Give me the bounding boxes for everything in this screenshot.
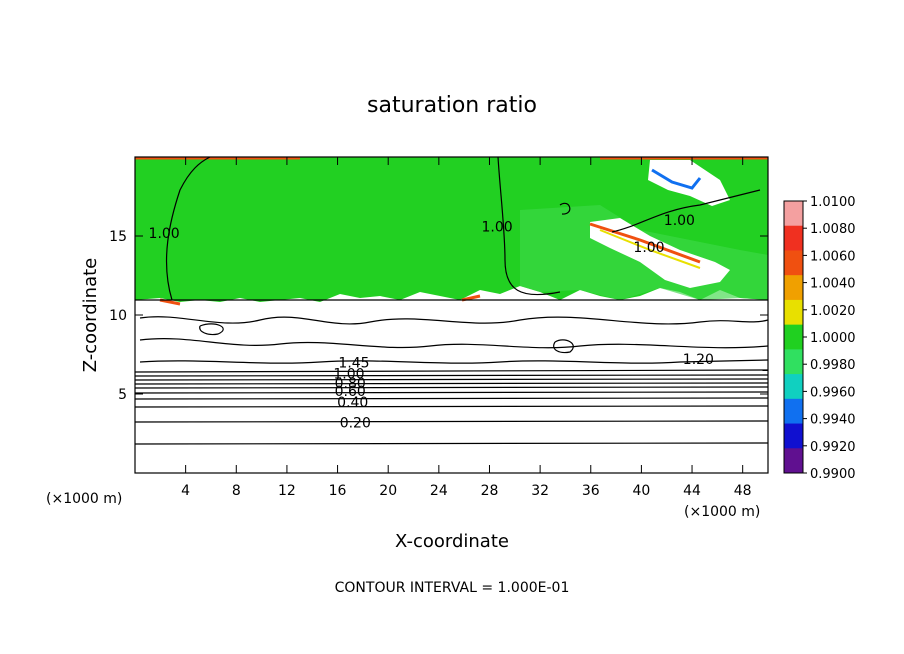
y-tick-label: 15 bbox=[109, 229, 127, 245]
x-unit-label: (×1000 m) bbox=[684, 504, 760, 520]
contour-interval-label: CONTOUR INTERVAL = 1.000E-01 bbox=[335, 580, 570, 596]
colorbar-label: 0.9960 bbox=[810, 385, 856, 400]
y-tick-label: 5 bbox=[118, 387, 127, 403]
contour-label: 1.20 bbox=[683, 352, 714, 368]
colorbar-label: 1.0100 bbox=[810, 195, 856, 210]
unsaturated-fringe bbox=[651, 168, 702, 190]
colorbar-swatch bbox=[784, 374, 803, 400]
colorbar-label: 0.9920 bbox=[810, 440, 856, 455]
contour-label: 1.00 bbox=[149, 226, 180, 242]
colorbar-swatch bbox=[784, 275, 803, 301]
y-tick-label: 10 bbox=[109, 308, 127, 324]
colorbar-label: 1.0020 bbox=[810, 304, 856, 319]
colorbar-swatch bbox=[784, 201, 803, 227]
supersaturated-fringe bbox=[135, 156, 768, 306]
colorbar-label: 0.9940 bbox=[810, 413, 856, 428]
colorbar-label: 1.0060 bbox=[810, 249, 856, 264]
y-axis-label: Z-coordinate bbox=[80, 258, 101, 373]
colorbar-label: 1.0080 bbox=[810, 222, 856, 237]
contour-label: 0.80 bbox=[335, 376, 366, 392]
colorbar-swatch bbox=[784, 349, 803, 375]
chart-title: saturation ratio bbox=[367, 93, 537, 118]
contour-label: 1.45 bbox=[338, 355, 369, 371]
yellow-fringe bbox=[599, 229, 701, 269]
cloud-blob-2 bbox=[648, 160, 730, 206]
contour-label: 0.60 bbox=[335, 384, 366, 400]
x-tick-label: 36 bbox=[582, 483, 600, 499]
colorbar-label: 1.0040 bbox=[810, 277, 856, 292]
x-tick-label: 16 bbox=[329, 483, 347, 499]
contour-label: 0.40 bbox=[337, 395, 368, 411]
colorbar-label: 0.9980 bbox=[810, 358, 856, 373]
colorbar-swatch bbox=[784, 225, 803, 251]
x-axis-ticks: 4 8 12 16 20 24 28 32 36 40 44 48 bbox=[181, 157, 752, 499]
x-tick-label: 20 bbox=[379, 483, 397, 499]
x-tick-label: 4 bbox=[181, 483, 190, 499]
colorbar-label: 0.9900 bbox=[810, 467, 856, 482]
x-tick-label: 24 bbox=[430, 483, 448, 499]
x-tick-label: 40 bbox=[632, 483, 650, 499]
colorbar-label: 1.0000 bbox=[810, 331, 856, 346]
x-axis-label: X-coordinate bbox=[395, 531, 509, 552]
y-axis-ticks: 5 10 15 bbox=[109, 229, 768, 403]
x-tick-label: 28 bbox=[481, 483, 499, 499]
colorbar-swatch bbox=[784, 324, 803, 350]
x-tick-label: 8 bbox=[232, 483, 241, 499]
contour-label: 0.20 bbox=[340, 415, 371, 431]
colorbar: 1.0100 1.0080 1.0060 1.0040 1.0020 1.0000 0.99… bbox=[783, 195, 856, 482]
colorbar-swatch bbox=[784, 299, 803, 326]
contour-labels: 1.00 1.00 1.001.001.201.451.000.800.600.40… bbox=[149, 213, 714, 431]
x-tick-label: 44 bbox=[683, 483, 701, 499]
colorbar-swatch bbox=[784, 250, 803, 276]
contour-label: 1.00 bbox=[481, 220, 512, 236]
contour-label: 1.00 bbox=[633, 240, 664, 256]
plot-area: 1.00 1.00 1.001.001.201.451.000.800.600.40… bbox=[134, 156, 769, 474]
colorbar-swatch bbox=[784, 398, 803, 425]
z-unit-label: (×1000 m) bbox=[46, 491, 122, 507]
contour-label: 1.00 bbox=[333, 366, 364, 382]
contour-lines bbox=[134, 156, 769, 445]
x-tick-label: 48 bbox=[734, 483, 752, 499]
colorbar-swatch bbox=[784, 423, 803, 449]
colorbar-swatch bbox=[784, 448, 803, 474]
x-tick-label: 32 bbox=[531, 483, 549, 499]
x-tick-label: 12 bbox=[278, 483, 296, 499]
contour-label: 1.00 bbox=[664, 213, 695, 229]
